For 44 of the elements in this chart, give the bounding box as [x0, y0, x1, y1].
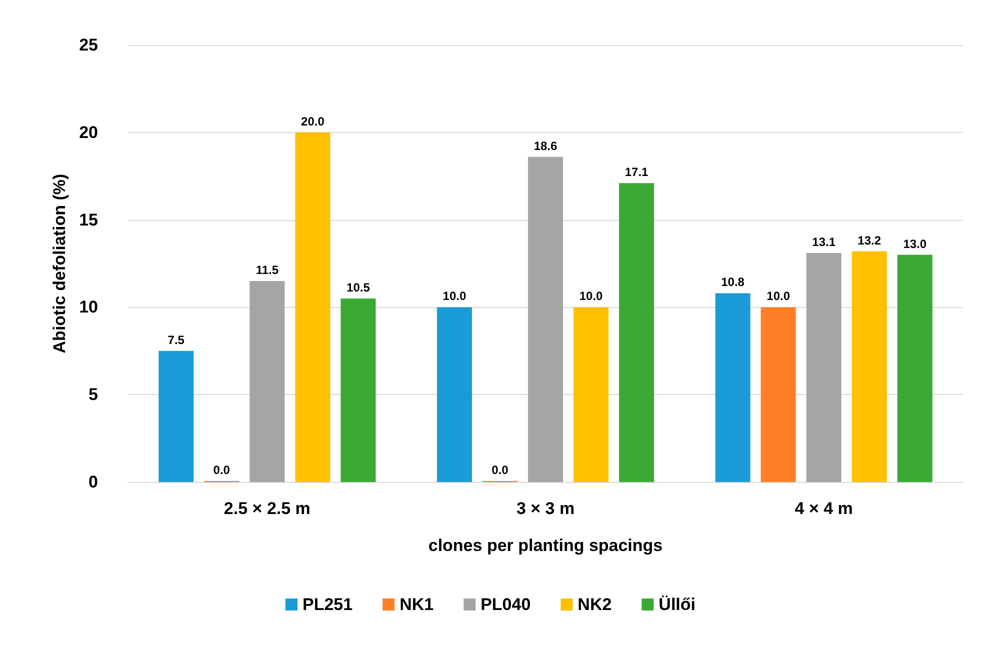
data-label: 13.2 [858, 233, 882, 248]
data-label: 18.6 [534, 138, 558, 153]
bar [250, 280, 285, 482]
y-axis-title: Abiotic defoliation (%) [50, 174, 70, 354]
bar [436, 307, 472, 482]
legend-label: PL040 [480, 595, 531, 614]
data-label: 10.5 [346, 280, 370, 294]
y-tick-label: 20 [79, 122, 98, 142]
data-label: 13.1 [812, 235, 836, 250]
legend-label: NK2 [578, 595, 612, 614]
bar [897, 254, 932, 482]
data-label: 0.0 [213, 463, 230, 477]
data-label: 10.0 [766, 289, 790, 304]
y-tick-label: 25 [79, 36, 98, 54]
bar [295, 132, 330, 482]
data-label: 0.0 [492, 463, 509, 477]
data-label: 10.0 [579, 289, 604, 304]
legend-label: Üllői [658, 595, 696, 614]
legend-label: PL251 [302, 595, 353, 614]
y-tick-label: 0 [88, 472, 98, 492]
data-label: 10.8 [721, 275, 745, 290]
x-tick-label: 4 × 4 m [794, 499, 853, 518]
bar [806, 253, 842, 482]
x-tick-label: 3 × 3 m [516, 499, 575, 518]
data-label: 13.0 [903, 236, 927, 251]
bar [852, 251, 887, 482]
bar [619, 183, 654, 482]
x-axis-title: clones per planting spacings [428, 536, 663, 555]
data-label: 20.0 [301, 114, 325, 128]
bar [158, 350, 194, 482]
x-tick-label: 2.5 × 2.5 m [224, 499, 310, 518]
data-label: 10.0 [442, 289, 466, 304]
bar [528, 156, 564, 482]
y-tick-label: 10 [79, 298, 98, 317]
data-label: 7.5 [168, 332, 185, 347]
data-label: 17.1 [624, 165, 649, 180]
bar [760, 307, 796, 482]
y-tick-label: 5 [88, 385, 98, 404]
bar [715, 293, 750, 482]
data-label: 11.5 [256, 262, 279, 277]
y-tick-label: 15 [79, 210, 98, 230]
legend-label: NK1 [400, 595, 434, 614]
bar [340, 298, 376, 482]
bar [574, 307, 609, 482]
